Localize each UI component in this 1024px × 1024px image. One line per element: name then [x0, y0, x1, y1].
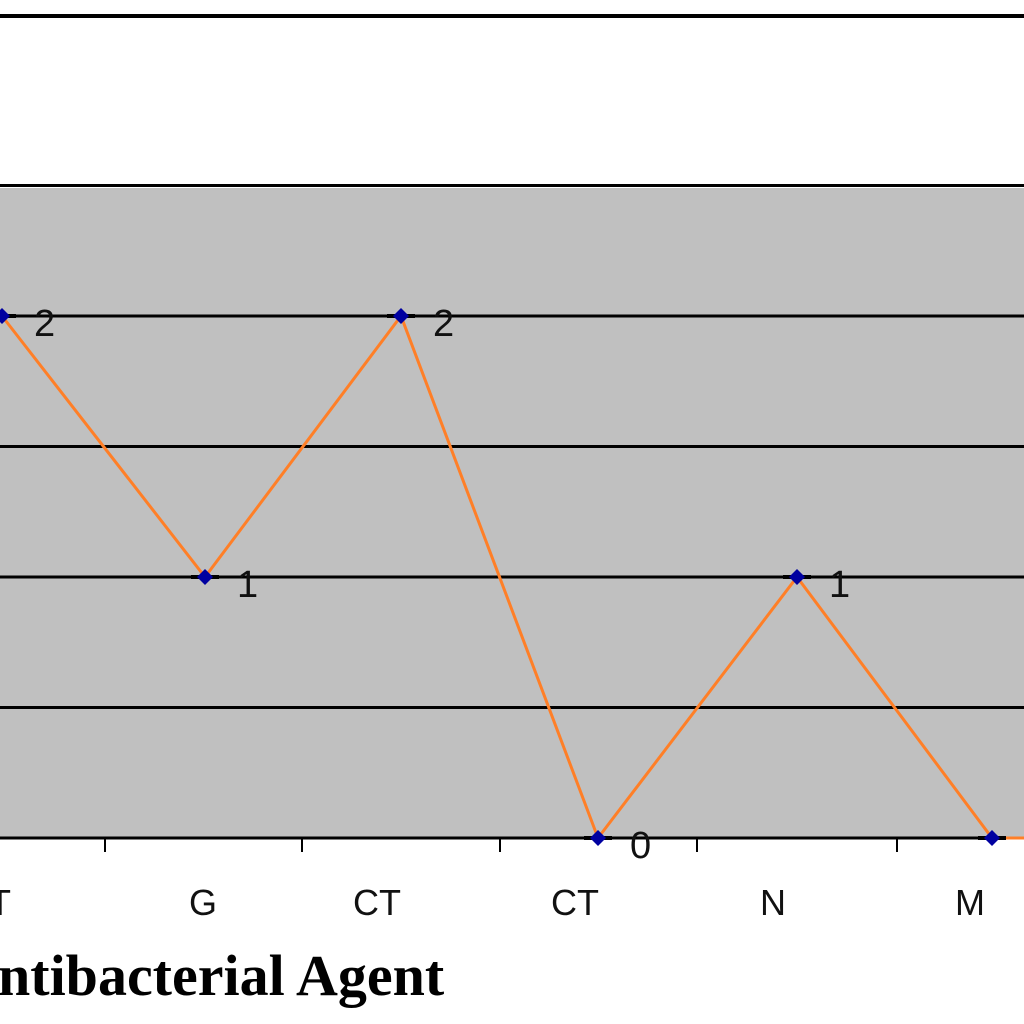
data-point-2	[393, 308, 409, 324]
x-tick-label-0: T	[0, 882, 11, 923]
data-label-0: 2	[34, 303, 55, 345]
data-point-3	[590, 830, 606, 846]
data-label-2: 2	[433, 303, 454, 345]
label-layer: 2 1 2 0 1	[34, 303, 850, 867]
x-tick-label-3: CT	[551, 882, 599, 923]
data-point-1	[197, 569, 213, 585]
x-tick-label-4: N	[760, 882, 786, 923]
x-axis-title: ntibacterial Agent	[0, 943, 445, 1008]
data-point-0	[0, 308, 10, 324]
chart-frame-top	[0, 14, 1024, 18]
x-axis-ticks: T G CT CT N M	[0, 838, 985, 923]
x-tick-label-1: G	[189, 882, 217, 923]
plot-area	[0, 188, 1024, 838]
data-label-1: 1	[237, 564, 258, 606]
data-point-5	[984, 830, 1000, 846]
series-layer	[0, 308, 1024, 846]
x-tick-label-2: CT	[353, 882, 401, 923]
data-label-4: 1	[829, 564, 850, 606]
x-tick-label-5: M	[955, 882, 985, 923]
gridlines	[0, 184, 1024, 840]
data-label-3: 0	[630, 825, 651, 867]
data-point-4	[789, 569, 805, 585]
